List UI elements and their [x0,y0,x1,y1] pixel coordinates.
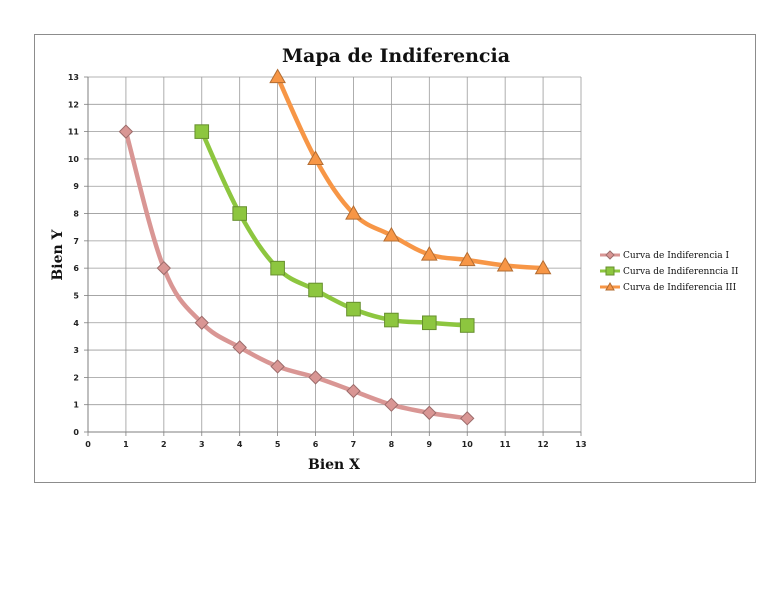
series-2 [194,124,475,333]
data-point [307,150,324,166]
legend-item-3: Curva de Indiferencia III [600,281,737,293]
data-point [346,383,361,399]
y-tick-label: 1 [73,401,79,410]
data-point [459,318,475,333]
y-tick-label: 2 [73,373,79,382]
data-point [156,260,172,276]
data-point [460,411,475,426]
legend-marker [605,281,615,291]
data-point [232,206,247,221]
legend-label: Curva de Indiferenncia II [623,267,739,277]
y-tick-label: 4 [73,319,79,328]
data-point [420,245,438,261]
data-point [270,260,285,276]
series-layer [118,68,552,426]
x-tick-label: 3 [199,440,205,449]
data-point [308,370,323,385]
data-point [422,315,437,331]
y-tick-label: 0 [73,428,79,437]
legend-item-1: Curva de Indiferencia I [600,250,729,261]
data-point [384,312,399,328]
data-point [345,205,362,220]
x-tick-label: 10 [462,440,474,449]
x-tick-label: 9 [427,440,433,449]
legend-item-2: Curva de Indiferenncia II [600,266,739,277]
y-tick-label: 8 [73,210,79,219]
series-line [199,129,470,328]
x-tick-label: 7 [351,440,357,449]
y-axis-title: Bien Y [50,228,66,280]
y-tick-label: 3 [73,346,79,355]
y-tick-label: 10 [68,155,80,164]
x-tick-label: 11 [500,440,512,449]
y-tick-label: 12 [68,100,79,109]
series-3 [269,68,552,275]
data-point [308,282,323,298]
legend-marker [605,250,615,260]
x-tick-label: 0 [85,440,91,449]
x-tick-label: 13 [575,440,586,449]
data-point [269,68,286,84]
y-tick-label: 9 [73,182,79,191]
x-tick-label: 5 [275,440,281,449]
series-1 [118,124,475,426]
x-tick-label: 2 [161,440,167,449]
y-tick-label: 5 [73,291,79,300]
y-tick-label: 7 [73,237,79,246]
series-line [275,74,546,271]
x-axis-title: Bien X [308,457,360,473]
x-tick-label: 6 [313,440,319,449]
y-tick-label: 6 [73,264,79,273]
y-tick-label: 13 [68,73,79,82]
data-point [384,397,399,412]
legend-label: Curva de Indiferencia III [623,283,737,293]
data-point [194,315,209,330]
x-tick-label: 8 [389,440,395,449]
data-point [534,259,552,275]
series-line [123,129,470,421]
data-point [496,256,514,272]
data-point [118,124,134,139]
legend-label: Curva de Indiferencia I [623,251,729,261]
legend-marker [605,266,615,276]
legend: Curva de Indiferencia I Curva de Indifere… [600,250,739,293]
data-point [194,124,210,139]
x-tick-label: 12 [538,440,549,449]
data-point [458,251,476,267]
data-point [232,340,247,355]
x-tick-label: 1 [123,440,129,449]
chart-title: Mapa de Indiferencia [282,45,510,67]
y-tick-label: 11 [68,128,80,137]
data-point [383,226,400,242]
data-point [270,359,285,374]
data-point [346,301,361,317]
x-tick-label: 4 [237,440,243,449]
data-point [422,405,437,421]
